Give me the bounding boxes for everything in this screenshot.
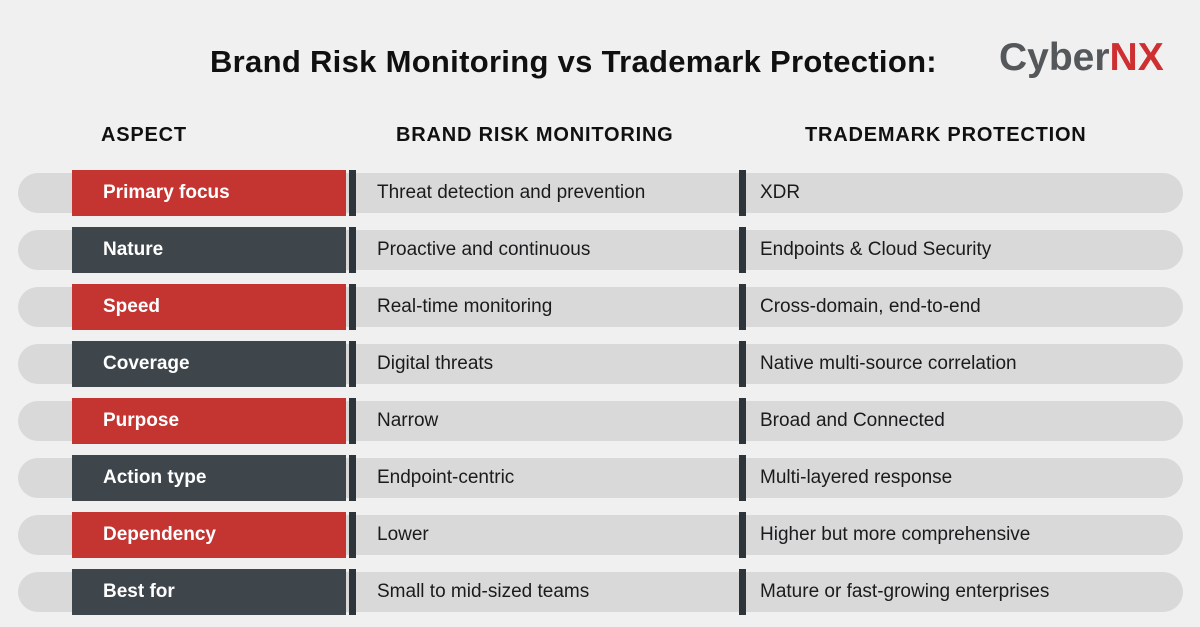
comparison-table: Primary focus Threat detection and preve…	[0, 170, 1200, 626]
table-row: Nature Proactive and continuous Endpoint…	[0, 227, 1200, 273]
trademark-protection-value: Cross-domain, end-to-end	[760, 296, 981, 317]
trademark-protection-value: XDR	[760, 182, 801, 203]
brand-risk-monitoring-value: Narrow	[377, 410, 439, 431]
logo-text-cyber: Cyber	[999, 36, 1110, 79]
column-divider	[349, 341, 356, 387]
brand-risk-monitoring-value: Small to mid-sized teams	[377, 581, 590, 602]
aspect-label: Best for	[72, 569, 346, 615]
aspect-label: Dependency	[72, 512, 346, 558]
brand-risk-monitoring-value: Lower	[377, 524, 429, 545]
trademark-protection-value: Native multi-source correlation	[760, 353, 1017, 374]
column-divider	[349, 284, 356, 330]
aspect-label: Speed	[72, 284, 346, 330]
table-row: Action type Endpoint-centric Multi-layer…	[0, 455, 1200, 501]
column-divider	[739, 512, 746, 558]
logo-text-nx: NX	[1109, 36, 1164, 79]
brand-risk-monitoring-value: Endpoint-centric	[377, 467, 515, 488]
aspect-label: Action type	[72, 455, 346, 501]
trademark-protection-value: Endpoints & Cloud Security	[760, 239, 992, 260]
column-divider	[349, 569, 356, 615]
column-divider	[739, 398, 746, 444]
column-divider	[739, 284, 746, 330]
aspect-label: Purpose	[72, 398, 346, 444]
column-header-brand-risk-monitoring: BRAND RISK MONITORING	[396, 124, 674, 146]
cybernx-logo: CyberNX	[999, 36, 1164, 80]
page-title: Brand Risk Monitoring vs Trademark Prote…	[210, 44, 937, 79]
aspect-label: Coverage	[72, 341, 346, 387]
aspect-label: Primary focus	[72, 170, 346, 216]
brand-risk-monitoring-value: Real-time monitoring	[377, 296, 553, 317]
trademark-protection-value: Multi-layered response	[760, 467, 953, 488]
aspect-label: Nature	[72, 227, 346, 273]
brand-risk-monitoring-value: Threat detection and prevention	[377, 182, 646, 203]
table-row: Primary focus Threat detection and preve…	[0, 170, 1200, 216]
column-divider	[349, 512, 356, 558]
table-row: Dependency Lower Higher but more compreh…	[0, 512, 1200, 558]
column-header-trademark-protection: TRADEMARK PROTECTION	[805, 124, 1087, 146]
trademark-protection-value: Mature or fast-growing enterprises	[760, 581, 1050, 602]
trademark-protection-value: Higher but more comprehensive	[760, 524, 1031, 545]
column-divider	[349, 398, 356, 444]
column-divider	[349, 227, 356, 273]
column-divider	[739, 170, 746, 216]
brand-risk-monitoring-value: Digital threats	[377, 353, 494, 374]
column-divider	[739, 227, 746, 273]
column-divider	[739, 341, 746, 387]
table-row: Purpose Narrow Broad and Connected	[0, 398, 1200, 444]
column-divider	[739, 569, 746, 615]
table-row: Best for Small to mid-sized teams Mature…	[0, 569, 1200, 615]
column-divider	[349, 455, 356, 501]
trademark-protection-value: Broad and Connected	[760, 410, 945, 431]
column-header-aspect: ASPECT	[101, 124, 187, 146]
column-divider	[739, 455, 746, 501]
column-divider	[349, 170, 356, 216]
table-row: Coverage Digital threats Native multi-so…	[0, 341, 1200, 387]
brand-risk-monitoring-value: Proactive and continuous	[377, 239, 591, 260]
table-row: Speed Real-time monitoring Cross-domain,…	[0, 284, 1200, 330]
